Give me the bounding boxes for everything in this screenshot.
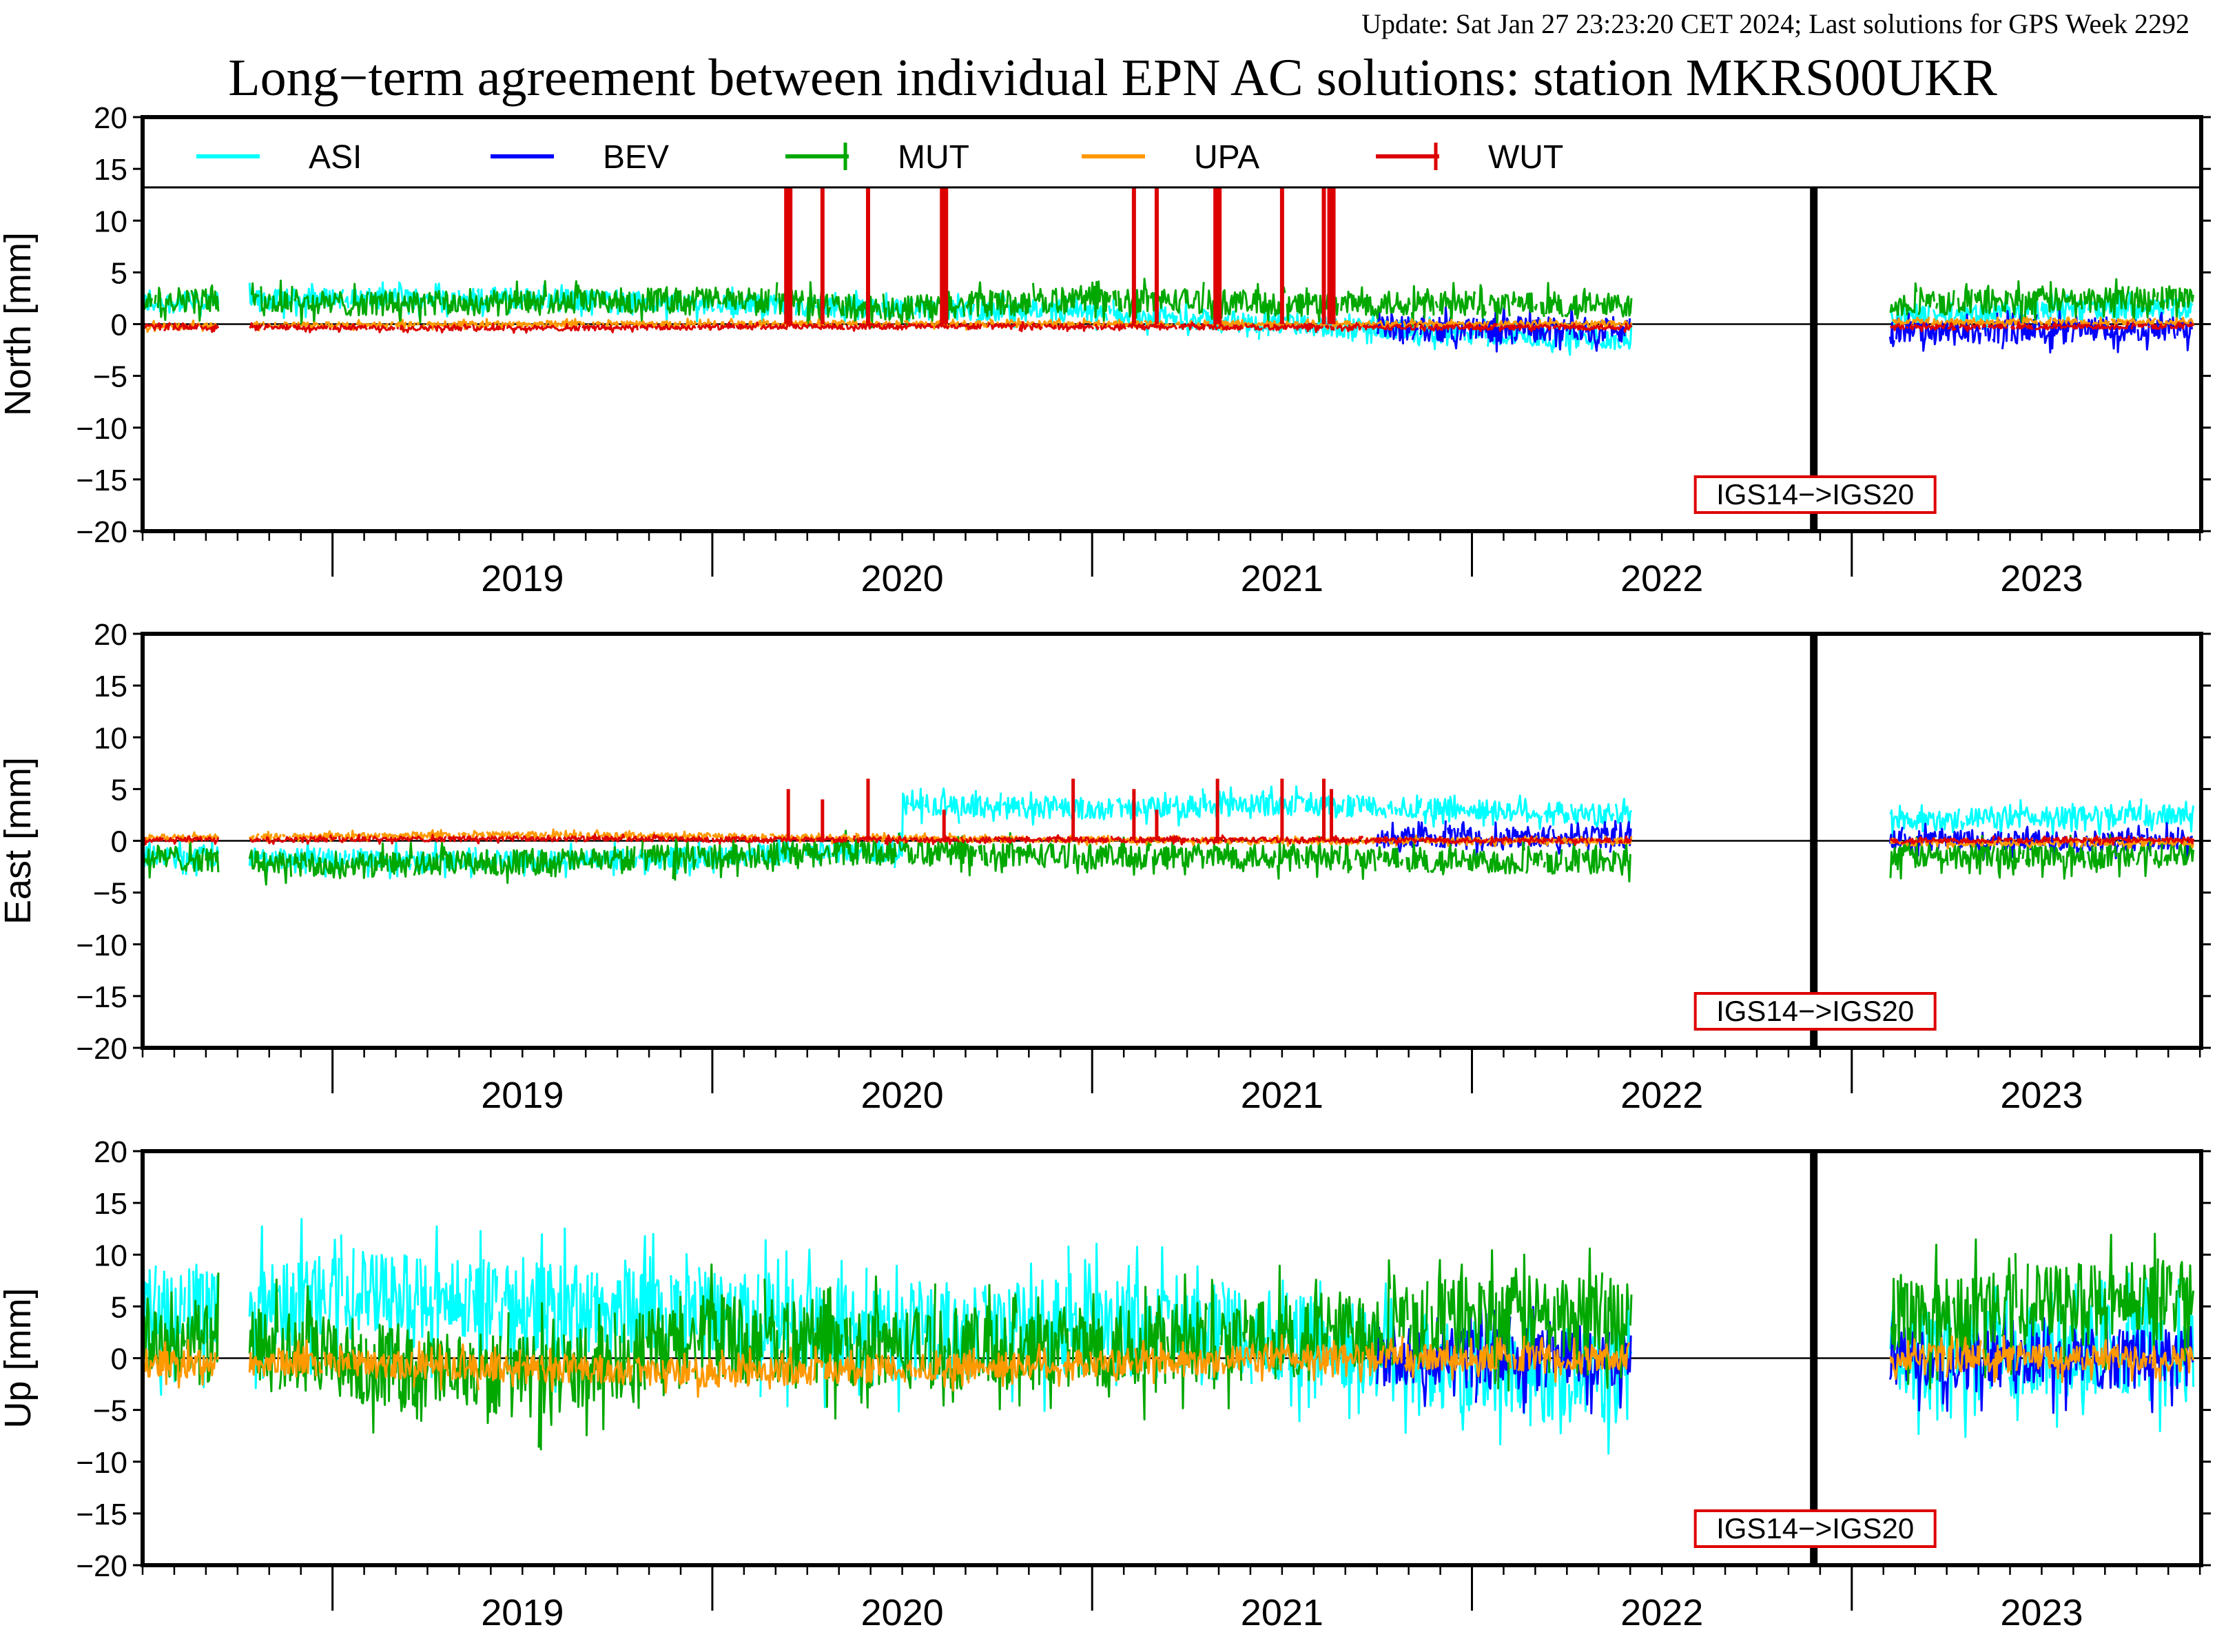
series-line-upa xyxy=(142,1334,2195,1398)
legend-label-mut: MUT xyxy=(898,139,969,176)
y-tick-label: 0 xyxy=(111,1343,127,1376)
x-year-label: 2022 xyxy=(1620,1075,1703,1116)
y-tick-label: 0 xyxy=(111,309,127,342)
y-tick-label: −15 xyxy=(76,464,127,497)
frame-change-annotation-box xyxy=(1693,475,1937,514)
series-line-wut xyxy=(143,321,2194,334)
y-tick-label: −20 xyxy=(76,1032,127,1066)
legend-label-bev: BEV xyxy=(603,139,669,176)
y-tick-label: −10 xyxy=(76,929,127,962)
x-year-label: 2019 xyxy=(481,1592,564,1633)
legend-label-wut: WUT xyxy=(1488,139,1563,176)
y-tick-label: 15 xyxy=(94,1187,127,1221)
x-year-label: 2022 xyxy=(1620,558,1703,599)
x-year-label: 2023 xyxy=(2000,1075,2083,1116)
y-tick-label: −20 xyxy=(76,515,127,549)
y-tick-label: 20 xyxy=(94,1135,127,1169)
x-year-label: 2020 xyxy=(861,1592,944,1633)
y-tick-label: 20 xyxy=(94,101,127,135)
y-tick-label: −15 xyxy=(76,980,127,1014)
x-year-label: 2022 xyxy=(1620,1592,1703,1633)
y-tick-label: 5 xyxy=(111,1290,127,1324)
panel-frame xyxy=(141,1149,2203,1567)
y-tick-label: −5 xyxy=(93,877,127,911)
x-year-label: 2019 xyxy=(481,1075,564,1116)
x-year-label: 2021 xyxy=(1241,558,1323,599)
panel-frame xyxy=(141,115,2203,533)
x-year-label: 2020 xyxy=(861,558,944,599)
legend-background xyxy=(143,117,2201,187)
frame-change-annotation: IGS14−>IGS20 xyxy=(1716,995,1914,1027)
y-tick-label: −10 xyxy=(76,1446,127,1480)
y-axis-label: North [mm] xyxy=(0,232,39,416)
y-tick-label: −10 xyxy=(76,412,127,446)
y-tick-label: 10 xyxy=(94,205,127,238)
y-tick-label: 20 xyxy=(94,618,127,652)
y-tick-label: 5 xyxy=(111,256,127,290)
x-year-label: 2020 xyxy=(861,1075,944,1116)
panel-up: 20 15 10 5 0 −5 −10 −15 −20 Up [mm] 2019 2020 2021 20… xyxy=(0,1135,2211,1633)
frame-change-annotation: IGS14−>IGS20 xyxy=(1716,1512,1914,1545)
series-line-asi xyxy=(142,281,2194,356)
frame-change-annotation: IGS14−>IGS20 xyxy=(1716,478,1914,510)
y-tick-label: −15 xyxy=(76,1498,127,1531)
y-tick-label: 15 xyxy=(94,670,127,703)
series-line-mut xyxy=(142,278,2195,329)
series-line-wut xyxy=(142,833,2195,847)
legend-label-asi: ASI xyxy=(309,139,362,176)
panel-frame xyxy=(141,632,2203,1050)
y-tick-label: −5 xyxy=(93,1394,127,1428)
y-tick-label: −5 xyxy=(93,360,127,394)
chart-title: Long−term agreement between individual E… xyxy=(228,49,1997,107)
frame-change-annotation-box xyxy=(1693,992,1937,1031)
x-year-label: 2023 xyxy=(2000,558,2083,599)
y-tick-label: 10 xyxy=(94,1239,127,1272)
update-timestamp: Update: Sat Jan 27 23:23:20 CET 2024; La… xyxy=(1361,8,2189,39)
panel-east: 20 15 10 5 0 −5 −10 −15 −20 East [mm] 2019 2020 2021… xyxy=(0,618,2211,1116)
frame-change-annotation-box xyxy=(1693,1509,1937,1548)
x-year-label: 2023 xyxy=(2000,1592,2083,1633)
series-line-asi xyxy=(142,1218,2195,1455)
y-tick-label: 0 xyxy=(111,825,127,859)
panel-north: 20 15 10 5 0 −5 −10 −15 −20 North [mm] 2019 2020 202… xyxy=(0,101,2211,599)
x-year-label: 2021 xyxy=(1241,1592,1323,1633)
y-tick-label: −20 xyxy=(76,1549,127,1583)
y-tick-label: 10 xyxy=(94,721,127,755)
y-axis-label: Up [mm] xyxy=(0,1288,39,1428)
x-year-label: 2019 xyxy=(481,558,564,599)
y-tick-label: 5 xyxy=(111,773,127,807)
y-axis-label: East [mm] xyxy=(0,757,39,925)
x-year-label: 2021 xyxy=(1241,1075,1323,1116)
y-tick-label: 15 xyxy=(94,153,127,187)
legend-label-upa: UPA xyxy=(1194,139,1259,176)
